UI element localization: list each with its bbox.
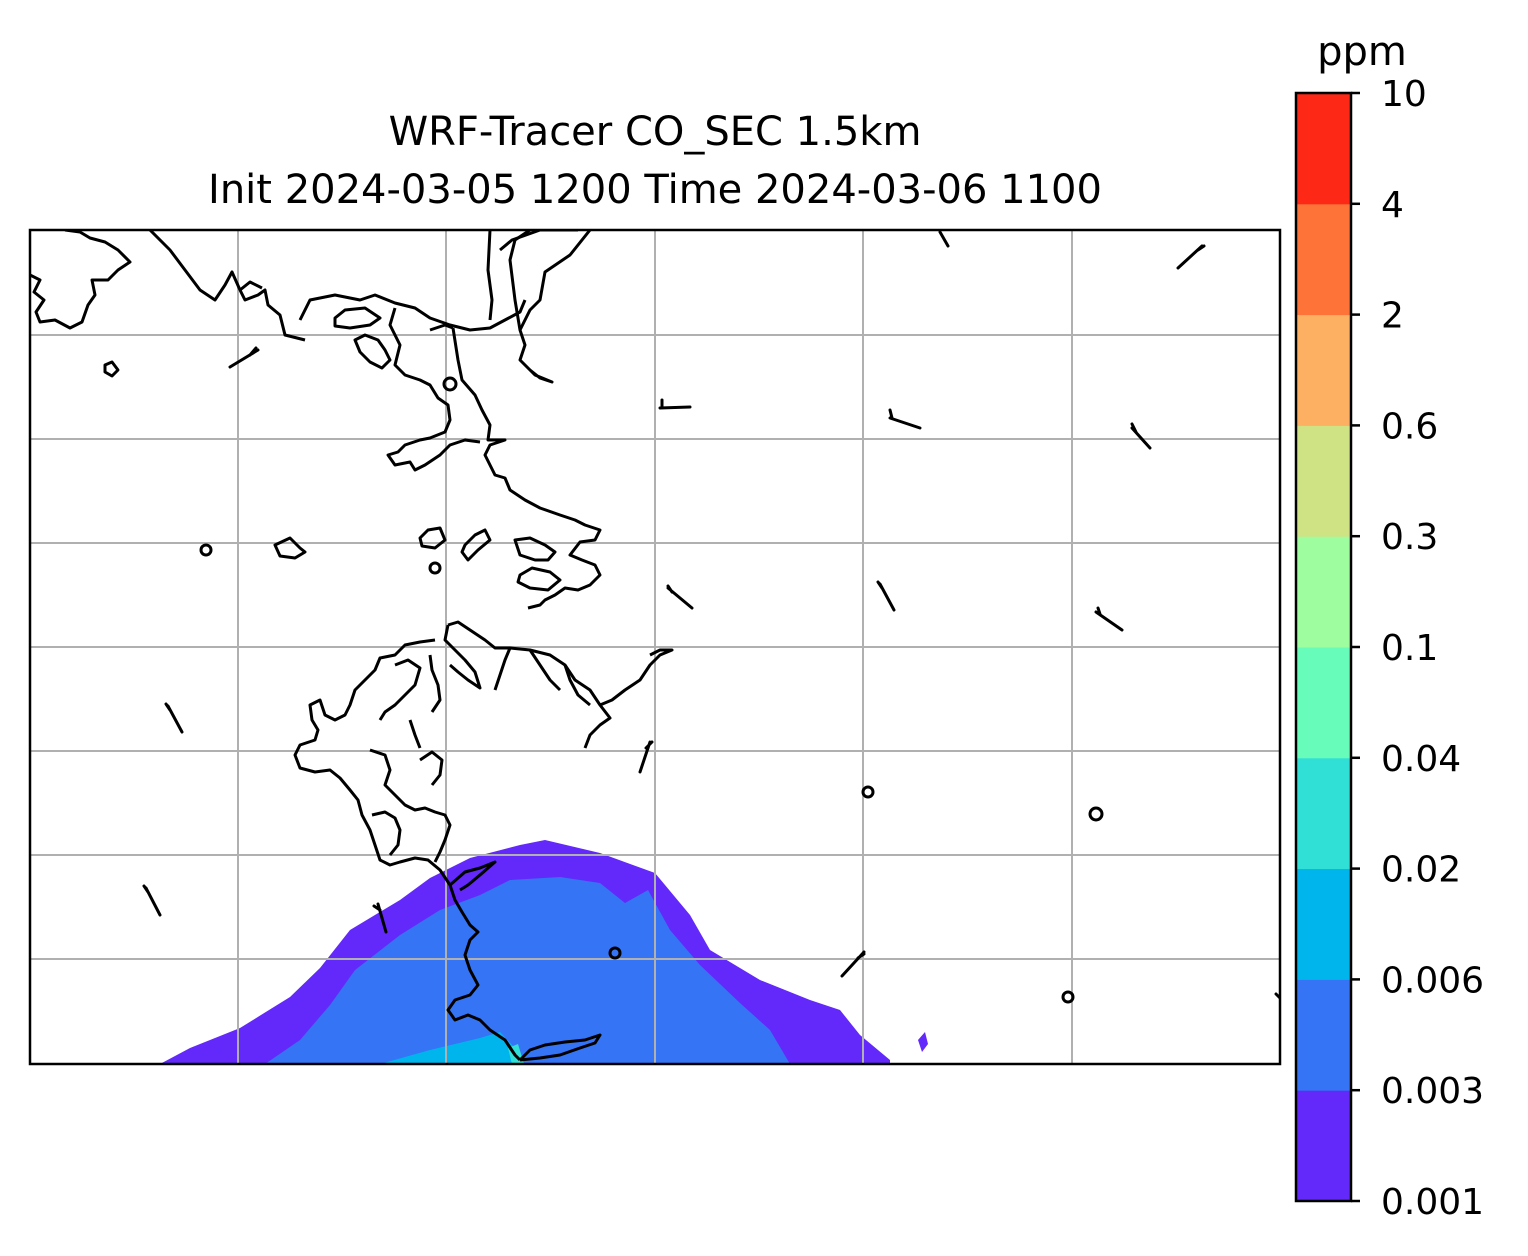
colorbar-tick-label: 0.3 (1381, 517, 1438, 558)
colorbar-band (1296, 647, 1351, 759)
colorbar-tick-label: 0.02 (1381, 850, 1461, 891)
map-frame (28, 228, 1282, 1066)
colorbar-band (1296, 314, 1351, 426)
colorbar-band (1296, 93, 1351, 205)
colorbar-band (1296, 1090, 1351, 1202)
colorbar-band (1296, 536, 1351, 648)
colorbar-tick-label: 2 (1381, 296, 1404, 337)
colorbar-tick-label: 0.006 (1381, 960, 1484, 1001)
colorbar-tick-label: 0.001 (1381, 1182, 1484, 1223)
colorbar-band (1296, 757, 1351, 870)
plume-speck (918, 1032, 928, 1052)
chart-title-line2: Init 2024-03-05 1200 Time 2024-03-06 110… (208, 167, 1102, 213)
colorbar-unit-label: ppm (1317, 29, 1407, 75)
chart-title-line1: WRF-Tracer CO_SEC 1.5km (388, 109, 922, 155)
colorbar-tick-label: 10 (1381, 74, 1427, 115)
colorbar-band (1296, 979, 1351, 1091)
wind-barbs (142, 230, 1280, 1000)
colorbar-tick-label: 0.1 (1381, 628, 1438, 669)
map-panel (30, 230, 1280, 1064)
colorbar (1296, 93, 1351, 1202)
colorbar-band (1296, 203, 1351, 316)
plume-level-0.003 (265, 877, 790, 1064)
colorbar-ticks: 0.001 0.003 0.006 0.02 0.04 0.1 0.3 0.6 2 4 10 (1351, 74, 1484, 1223)
colorbar-band (1296, 425, 1351, 537)
colorbar-tick-label: 0.003 (1381, 1071, 1484, 1112)
colorbar-band (1296, 868, 1351, 980)
plume-level-0.006 (380, 1032, 525, 1064)
colorbar-tick-label: 4 (1381, 185, 1404, 226)
colorbar-tick-label: 0.04 (1381, 739, 1461, 780)
gridlines (30, 230, 1280, 1064)
coastlines (30, 230, 1104, 1062)
colorbar-tick-label: 0.6 (1381, 406, 1438, 447)
